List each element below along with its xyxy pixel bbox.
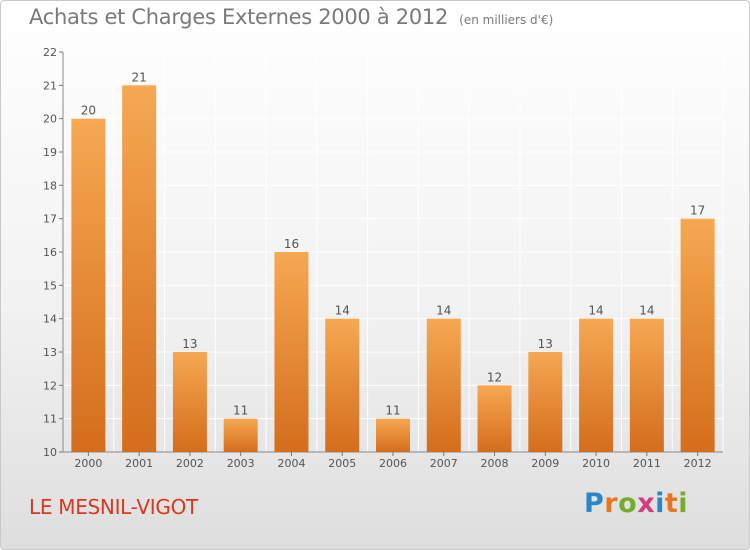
x-tick-label-2010: 2010 bbox=[582, 457, 610, 470]
data-label-2008: 12 bbox=[487, 370, 502, 384]
y-tick-label-12: 12 bbox=[43, 379, 57, 392]
y-tick-label-14: 14 bbox=[43, 313, 57, 326]
x-tick-label-2009: 2009 bbox=[531, 457, 559, 470]
y-tick-label-13: 13 bbox=[43, 346, 57, 359]
y-tick-label-11: 11 bbox=[43, 413, 57, 426]
data-label-2012: 17 bbox=[690, 204, 705, 218]
brand-letter: o bbox=[618, 488, 638, 519]
data-label-2004: 16 bbox=[284, 237, 299, 251]
bar-2004 bbox=[274, 252, 309, 452]
data-label-2001: 21 bbox=[132, 70, 147, 84]
x-tick-label-2004: 2004 bbox=[277, 457, 305, 470]
data-label-2007: 14 bbox=[436, 304, 451, 318]
y-tick-label-19: 19 bbox=[43, 146, 57, 159]
y-tick-label-10: 10 bbox=[43, 446, 57, 459]
x-tick-label-2002: 2002 bbox=[176, 457, 204, 470]
y-tick-label-16: 16 bbox=[43, 246, 57, 259]
bar-2009 bbox=[528, 352, 563, 452]
x-tick-label-2006: 2006 bbox=[379, 457, 407, 470]
brand-letter: r bbox=[604, 488, 619, 519]
x-tick-label-2000: 2000 bbox=[74, 457, 102, 470]
y-tick-label-22: 22 bbox=[43, 46, 57, 59]
x-tick-label-2007: 2007 bbox=[430, 457, 458, 470]
data-label-2003: 11 bbox=[233, 404, 248, 418]
y-tick-label-20: 20 bbox=[43, 113, 57, 126]
bar-2000 bbox=[71, 118, 106, 453]
plot-area: 10 11 12 13 14 15 16 17 18 19 20 21 22 20 2000 21 2001 13… bbox=[43, 46, 724, 470]
brand-letter: i bbox=[655, 488, 665, 519]
y-tick-label-17: 17 bbox=[43, 213, 57, 226]
y-tick-label-15: 15 bbox=[43, 279, 57, 292]
y-tick-label-21: 21 bbox=[43, 79, 57, 92]
bar-2003 bbox=[223, 418, 258, 452]
y-tick-label-18: 18 bbox=[43, 179, 57, 192]
bar-2005 bbox=[325, 318, 360, 452]
brand-letter: P bbox=[584, 488, 605, 519]
data-label-2009: 13 bbox=[538, 337, 553, 351]
bar-2006 bbox=[376, 418, 410, 452]
data-label-2010: 14 bbox=[588, 304, 603, 318]
x-tick-label-2005: 2005 bbox=[328, 457, 356, 470]
x-tick-label-2001: 2001 bbox=[125, 457, 153, 470]
data-label-2005: 14 bbox=[335, 304, 350, 318]
data-label-2000: 20 bbox=[81, 104, 96, 118]
x-tick-label-2012: 2012 bbox=[684, 457, 712, 470]
title-area: Achats et Charges Externes 2000 à 2012 (… bbox=[29, 5, 553, 29]
x-tick-label-2011: 2011 bbox=[633, 457, 661, 470]
bar-2002 bbox=[172, 352, 207, 452]
data-label-2011: 14 bbox=[639, 304, 654, 318]
bar-2001 bbox=[122, 85, 157, 452]
bar-2008 bbox=[477, 385, 512, 452]
commune-name: LE MESNIL-VIGOT bbox=[29, 495, 198, 519]
x-tick-label-2003: 2003 bbox=[227, 457, 255, 470]
bar-2010 bbox=[579, 318, 614, 452]
chart-title: Achats et Charges Externes 2000 à 2012 bbox=[29, 5, 449, 29]
brand-letter: i bbox=[678, 488, 689, 519]
bar-2007 bbox=[426, 318, 461, 452]
x-tick-label-2008: 2008 bbox=[481, 457, 509, 470]
bar-2012 bbox=[680, 218, 715, 452]
brand-logo[interactable]: Proxiti bbox=[584, 488, 688, 519]
data-label-2006: 11 bbox=[385, 404, 400, 418]
bar-2011 bbox=[629, 318, 664, 452]
chart-subtitle: (en milliers d'€) bbox=[459, 13, 554, 27]
brand-letter: x bbox=[637, 488, 656, 519]
data-label-2002: 13 bbox=[182, 337, 197, 351]
brand-letter: t bbox=[664, 488, 679, 519]
